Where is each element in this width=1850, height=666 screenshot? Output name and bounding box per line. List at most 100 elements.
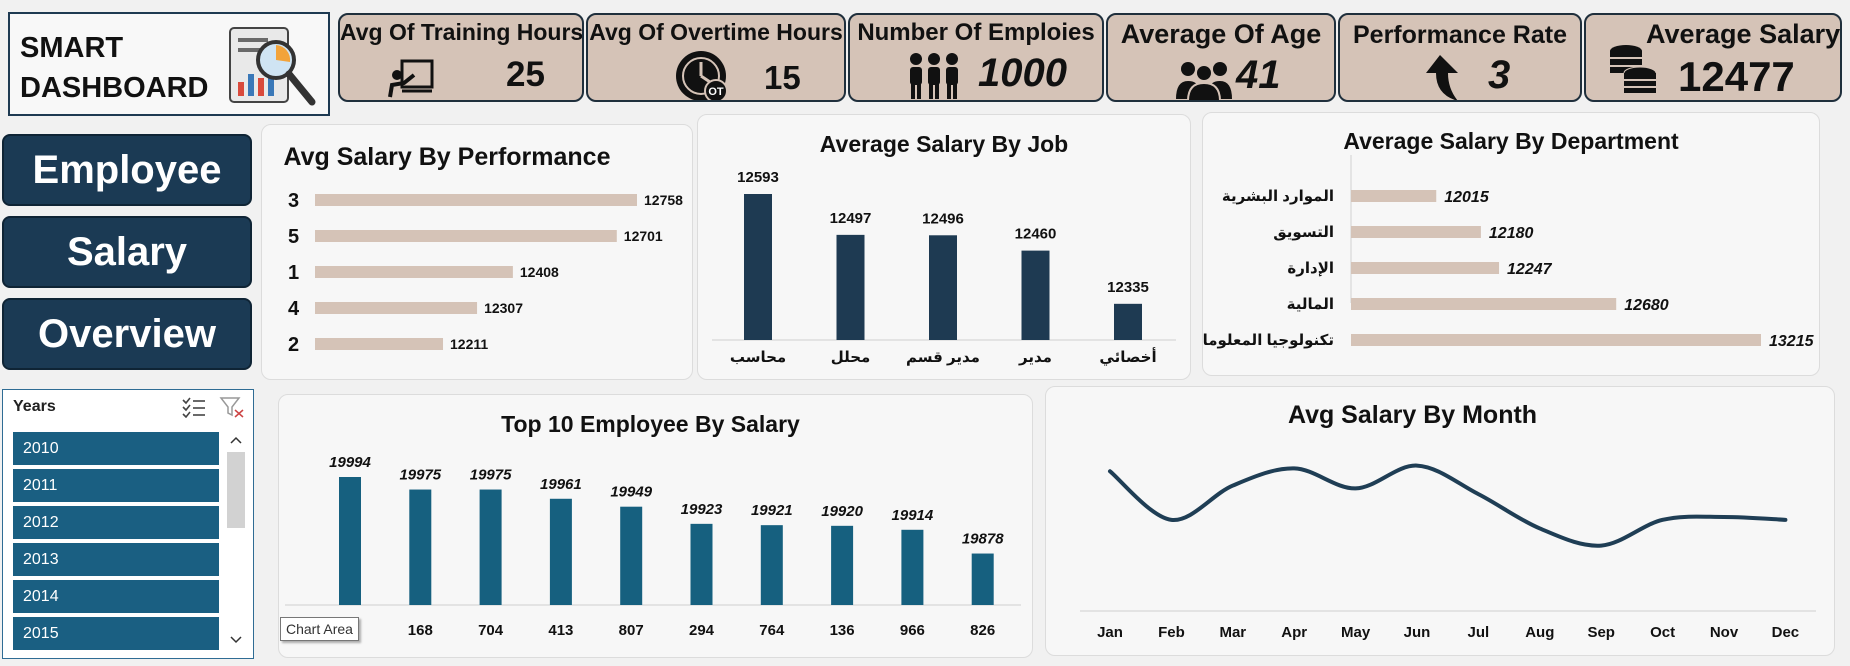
category-label: 807 [619,622,644,639]
category-label: تكنولوجيا المعلومات [1203,332,1334,349]
category-label: Dec [1772,624,1800,641]
years-slicer[interactable]: Years 2010 2011 2012 2013 2014 2015 [2,389,254,659]
department-bars-svg: الموارد البشرية 12015 التسويق 12180 الإدارة 1… [1203,155,1815,350]
chart-title: Avg Salary By Performance [283,143,611,171]
kpi-title: Performance Rate [1353,21,1567,49]
chart-title: Average Salary By Job [819,131,1069,157]
bar [315,266,513,278]
analytics-report-icon [229,27,316,106]
chart-title: Top 10 Employee By Salary [501,411,800,437]
overview-button[interactable]: Overview [2,298,252,370]
slicer-item-2011[interactable]: 2011 [13,469,219,502]
title-line-2: DASHBOARD [20,72,209,104]
kpi-employee-count: Number Of Emploies 1000 [848,13,1104,102]
data-label: 19923 [681,501,723,518]
category-label: Sep [1587,624,1615,641]
slicer-item-2014[interactable]: 2014 [13,580,219,613]
data-label: 19878 [962,531,1004,548]
data-label: 19921 [751,502,793,519]
slicer-scroll-thumb[interactable] [227,452,245,528]
category-label: 413 [548,622,573,639]
category-label: محاسب [730,349,786,366]
top-employees-bars-svg: 19994 19975 168 19975 704 19961 413 19949 807 199… [285,454,1021,639]
category-label: Jan [1097,624,1123,641]
bar [1114,303,1142,340]
data-label: 19961 [540,476,582,493]
bar [479,489,502,605]
series-line [1108,463,1788,548]
category-label: Jun [1404,624,1431,641]
data-label: 19975 [399,467,441,484]
bar [836,234,865,340]
category-label: 5 [288,226,299,248]
category-label: 704 [478,622,504,639]
data-label: 13215 [1769,333,1815,350]
category-label: 4 [288,298,300,320]
category-label: 294 [689,622,715,639]
bar [1351,226,1481,238]
slicer-item-2015[interactable]: 2015 [13,617,219,650]
performance-salary-chart[interactable]: Avg Salary By Performance 3 12758 5 12701 1 1… [261,124,693,380]
users-icon [1176,62,1232,100]
kpi-value: 25 [506,55,545,94]
scroll-down-icon[interactable] [229,634,243,646]
bar [315,302,478,314]
people-group-icon [910,53,958,99]
category-label: Aug [1525,624,1554,641]
category-label: Feb [1158,624,1185,641]
bar [1351,298,1617,310]
clear-filter-icon[interactable] [219,396,245,418]
arrow-up-icon [1426,55,1458,100]
dashboard-title-box: SMART DASHBOARD [8,12,330,116]
category-label: مدير [1018,349,1052,366]
employee-button[interactable]: Employee [2,134,252,206]
month-salary-chart[interactable]: Avg Salary By Month Jan Feb Mar Apr May Jun Ju… [1045,386,1835,656]
bar [339,477,361,605]
data-label: 12211 [450,336,488,352]
bar [1351,190,1437,202]
category-label: 168 [408,622,433,639]
kpi-title: Average Of Age [1120,19,1322,49]
kpi-value: 12477 [1678,53,1795,100]
bar [690,523,713,605]
top-employees-chart[interactable]: Top 10 Employee By Salary 19994 19975 168 1… [278,394,1033,658]
slicer-item-2013[interactable]: 2013 [13,543,219,576]
kpi-value: 1000 [978,51,1067,95]
bar [620,506,643,605]
performance-bars-svg: 3 12758 5 12701 1 12408 4 12307 2 12211 [288,190,683,356]
data-label: 12496 [922,210,964,227]
kpi-overtime-hours: Avg Of Overtime Hours OT 15 [586,13,846,102]
bar [929,235,957,340]
kpi-value: 3 [1488,53,1511,97]
multi-select-icon[interactable] [181,396,207,418]
bar [971,553,994,605]
category-label: 136 [830,622,855,639]
category-label: Mar [1219,624,1246,641]
kpi-average-age: Average Of Age 41 [1106,13,1336,102]
slicer-item-2010[interactable]: 2010 [13,432,219,465]
kpi-title: Number Of Emploies [857,19,1095,46]
kpi-title: Average Salary [1646,19,1841,49]
data-label: 12680 [1624,297,1669,314]
slicer-item-2012[interactable]: 2012 [13,506,219,539]
category-label: Apr [1281,624,1307,641]
slicer-title: Years [13,398,56,415]
dashboard-title: SMART DASHBOARD [20,28,220,108]
scroll-up-icon[interactable] [229,434,243,446]
data-label: 19975 [470,467,512,484]
category-label: Jul [1468,624,1490,641]
data-label: 12701 [624,228,663,244]
data-label: 12015 [1444,189,1490,206]
department-salary-chart[interactable]: Average Salary By Department الموارد الب… [1202,112,1820,376]
category-label: محلل [831,349,871,366]
job-salary-chart[interactable]: Average Salary By Job 12593 محاسب 12497 محل… [697,114,1191,380]
category-label: الموارد البشرية [1222,188,1334,205]
kpi-performance-rate: Performance Rate 3 [1338,13,1582,102]
bar [549,498,572,605]
category-label: Nov [1710,624,1739,641]
bar [901,529,924,605]
salary-button[interactable]: Salary [2,216,252,288]
chart-title: Avg Salary By Month [1287,401,1538,429]
category-label: 1 [288,262,299,284]
kpi-value: 15 [764,59,801,96]
